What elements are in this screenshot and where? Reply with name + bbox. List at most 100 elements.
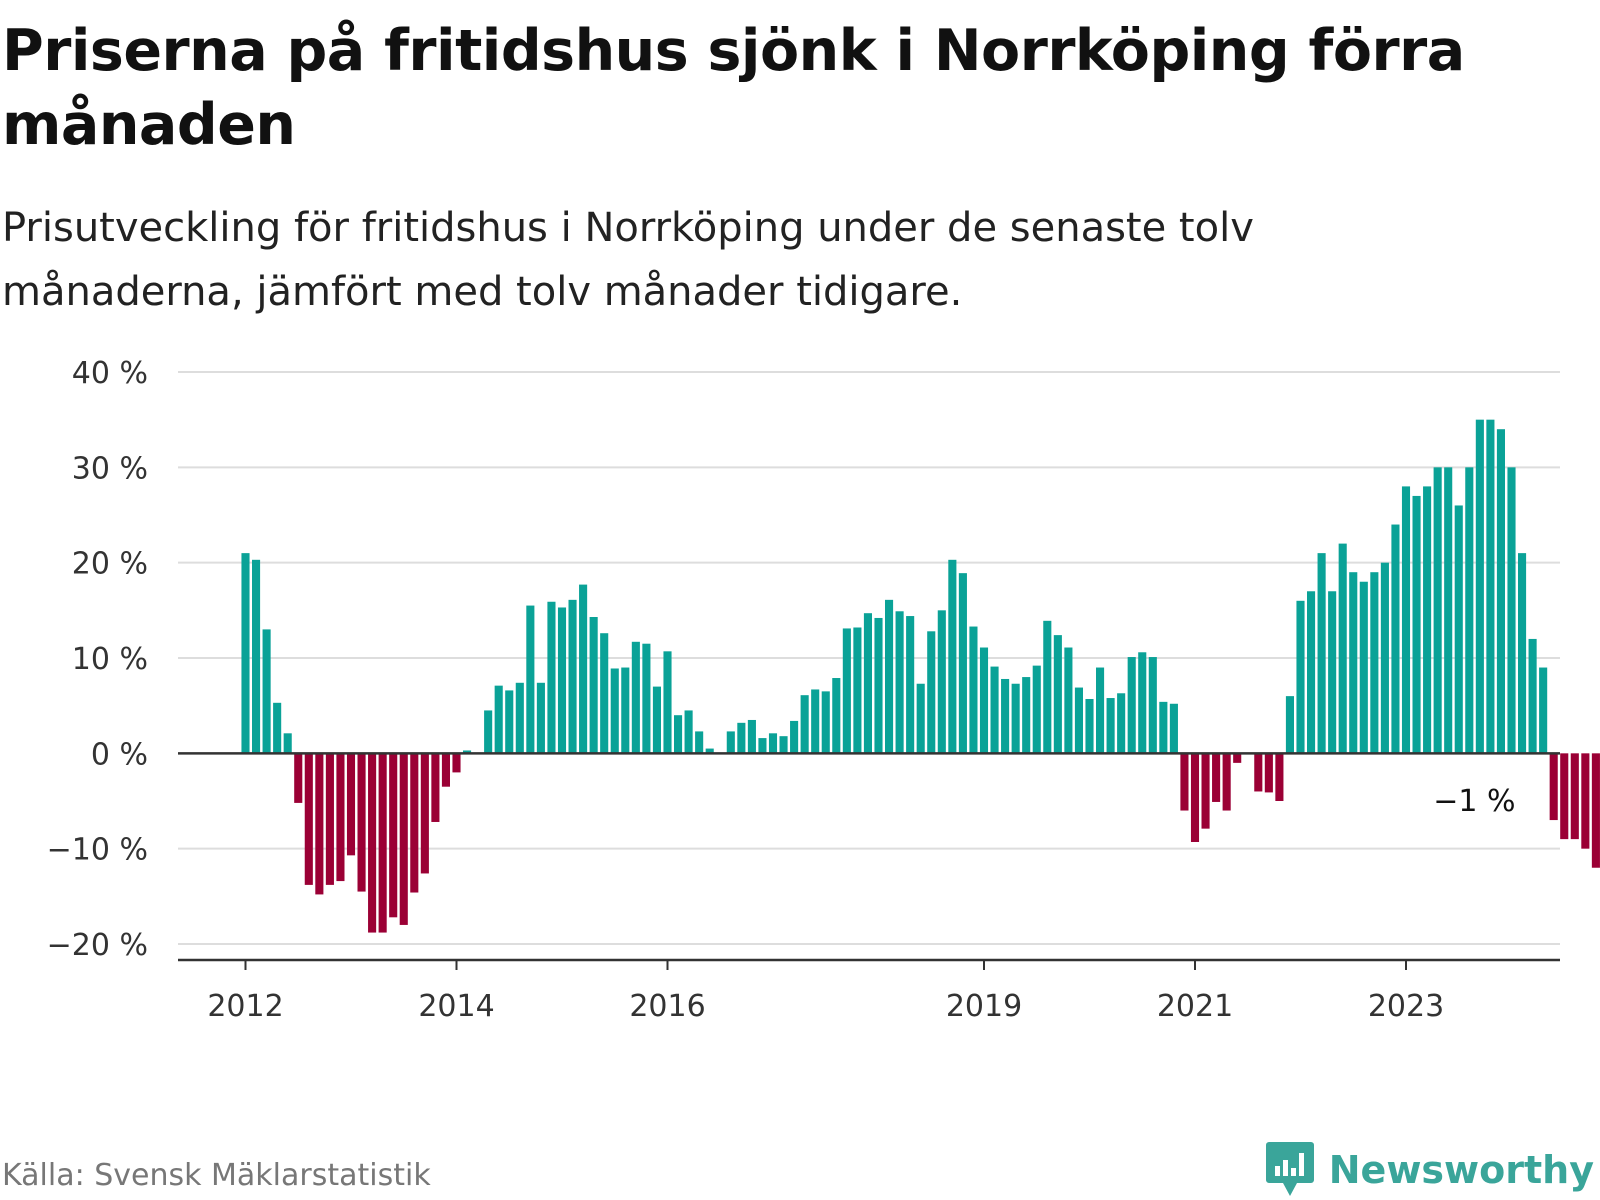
x-tick-label: 2021 (1157, 989, 1233, 1020)
bar (758, 738, 767, 754)
y-tick-label: 0 % (91, 737, 148, 772)
bar (1001, 678, 1010, 754)
bar (505, 690, 514, 754)
bar (990, 666, 999, 754)
bar (863, 613, 872, 754)
y-tick-label: 10 % (72, 642, 148, 677)
bar (315, 753, 324, 895)
bar (948, 559, 957, 754)
bar (1148, 657, 1157, 754)
bar (1454, 505, 1463, 754)
bar (600, 633, 609, 754)
bar (1359, 581, 1368, 754)
y-tick-label: −20 % (47, 928, 148, 963)
bar (1560, 753, 1569, 840)
x-tick-label: 2019 (946, 989, 1022, 1020)
bar (652, 686, 661, 754)
bar (631, 641, 640, 754)
bar (1338, 543, 1347, 754)
bar (1074, 687, 1083, 754)
bar (1201, 753, 1210, 829)
bar (1433, 467, 1442, 754)
axes (178, 752, 1560, 962)
bar (1159, 701, 1168, 754)
bar (441, 753, 450, 787)
bar (1064, 647, 1073, 754)
bar (1127, 657, 1136, 754)
bar (252, 559, 261, 754)
bar (410, 753, 419, 893)
x-axis-labels: 2012 2014 2016 2019 2021 2023 (207, 960, 1444, 1020)
bar (420, 753, 429, 874)
source-note: Källa: Svensk Mäklarstatistik (2, 1158, 431, 1193)
bar (853, 627, 862, 754)
bar (874, 617, 883, 754)
bar (526, 605, 535, 754)
bar (832, 678, 841, 754)
bar (1022, 677, 1031, 754)
x-tick-label: 2014 (418, 989, 494, 1020)
x-tick-label: 2023 (1368, 989, 1444, 1020)
bar (1275, 753, 1284, 801)
last-value-label: −1 % (1433, 784, 1515, 819)
bar (1190, 753, 1200, 842)
bar (1423, 486, 1432, 754)
bar (1591, 753, 1600, 868)
chart-subtitle: Prisutveckling för fritidshus i Norrköpi… (2, 205, 1254, 315)
bar (273, 702, 282, 754)
bar (1549, 753, 1558, 821)
bar (937, 610, 946, 754)
bar (737, 722, 746, 754)
bar (1370, 572, 1379, 754)
bar (325, 753, 334, 885)
bar (621, 667, 630, 754)
bar (589, 617, 598, 754)
bar (1496, 429, 1505, 754)
bar (1117, 693, 1126, 754)
bar (1328, 591, 1337, 754)
bar (610, 668, 619, 754)
bar (1096, 667, 1105, 754)
bars (241, 419, 1600, 933)
bar (642, 643, 651, 754)
bar (1222, 753, 1231, 811)
bar (695, 731, 704, 754)
y-axis-labels: 40 % 30 % 20 % 10 % 0 % −10 % −20 % (47, 356, 148, 963)
bar (1317, 553, 1326, 754)
bar-chart-logo-icon (1265, 1142, 1314, 1196)
bar (1401, 486, 1411, 754)
bar (1507, 467, 1516, 754)
bar (536, 682, 545, 754)
bar (927, 631, 936, 754)
bar (304, 753, 313, 885)
bar (515, 682, 524, 754)
bar (283, 733, 292, 754)
bar (294, 753, 303, 803)
bar (1138, 652, 1147, 754)
newsworthy-logo: Newsworthy (1265, 1140, 1594, 1200)
bar (1032, 665, 1041, 754)
bar (705, 748, 714, 754)
bar (1465, 467, 1474, 754)
bar (958, 573, 967, 754)
y-tick-label: 40 % (72, 356, 148, 391)
bar (346, 753, 356, 856)
bar (484, 710, 493, 754)
bar (1349, 572, 1358, 754)
y-tick-label: 20 % (72, 547, 148, 582)
bar (1518, 553, 1527, 754)
bar (1444, 467, 1453, 754)
bar (336, 753, 345, 882)
bar (1264, 753, 1273, 793)
bar (1285, 696, 1294, 754)
chart-title: Priserna på fritidshus sjönk i Norrköpin… (2, 18, 1465, 158)
bar (463, 750, 472, 754)
bar (800, 695, 809, 754)
bar (1475, 419, 1484, 754)
bar (1106, 698, 1115, 754)
bar (1486, 419, 1495, 754)
bar (241, 553, 250, 754)
bar (895, 611, 904, 754)
bar (1011, 683, 1020, 754)
bar (674, 715, 683, 754)
